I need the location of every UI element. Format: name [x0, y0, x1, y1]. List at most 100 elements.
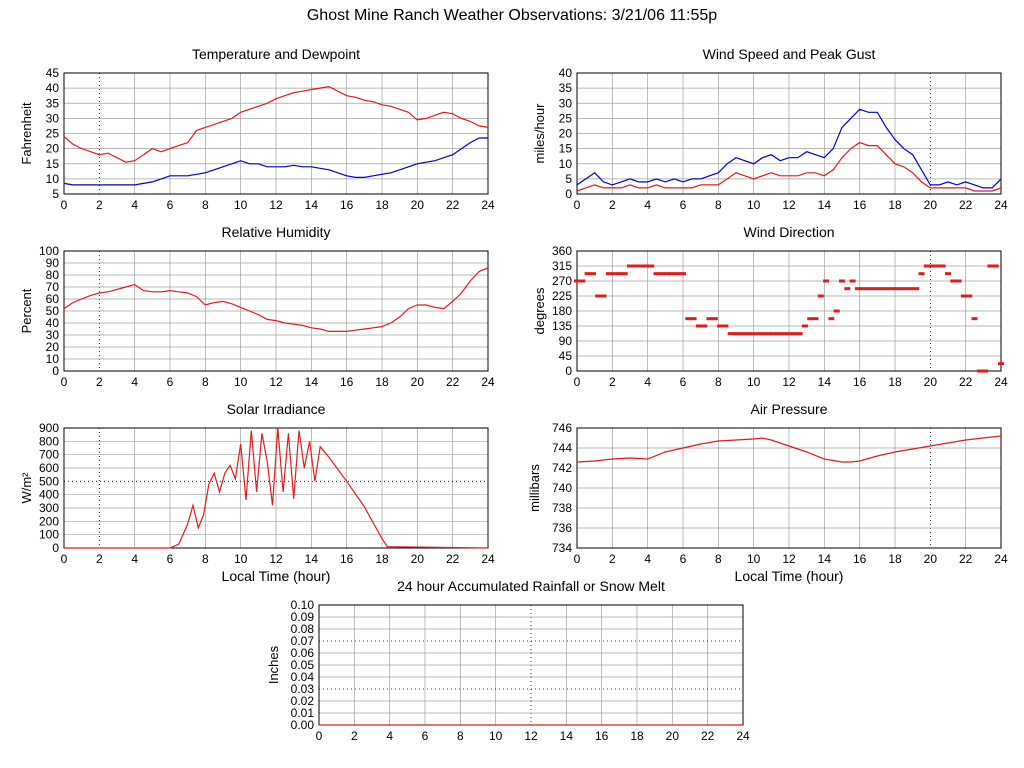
series-line-red — [63, 267, 489, 332]
y-tick-label: 25 — [559, 111, 573, 125]
y-tick-label: 0.04 — [291, 670, 315, 684]
x-tick-label: 8 — [202, 375, 209, 389]
plot-frame — [576, 72, 1002, 195]
x-tick-label: 0 — [574, 552, 581, 566]
y-tick-label: 700 — [39, 448, 59, 462]
chart-rain: 24 hour Accumulated Rainfall or Snow Mel… — [266, 578, 750, 743]
y-tick-label: 0.10 — [291, 598, 315, 612]
x-tick-label: 22 — [959, 552, 973, 566]
x-tick-label: 14 — [305, 375, 319, 389]
y-tick-label: 45 — [559, 349, 573, 363]
chart-title: 24 hour Accumulated Rainfall or Snow Mel… — [397, 578, 665, 594]
y-tick-label: 0.07 — [291, 634, 315, 648]
x-tick-label: 12 — [269, 375, 283, 389]
y-tick-label: 0 — [52, 541, 59, 555]
x-tick-label: 20 — [666, 729, 680, 743]
data-point — [955, 279, 962, 283]
x-tick-label: 22 — [959, 375, 973, 389]
chart-title: Wind Direction — [743, 224, 834, 240]
data-point — [897, 287, 904, 291]
y-tick-label: 180 — [552, 304, 572, 318]
x-tick-label: 10 — [234, 375, 248, 389]
plot-frame — [63, 427, 489, 549]
data-point — [680, 272, 686, 276]
x-tick-label: 4 — [131, 552, 138, 566]
y-tick-label: 80 — [46, 268, 60, 282]
data-point — [775, 332, 782, 336]
y-tick-label: 90 — [46, 256, 60, 270]
data-point — [621, 272, 628, 276]
x-tick-label: 0 — [574, 198, 581, 212]
data-point — [605, 272, 612, 276]
plot-frame — [63, 72, 489, 195]
data-point — [801, 324, 808, 328]
x-tick-label: 20 — [924, 552, 938, 566]
y-tick-label: 400 — [39, 488, 59, 502]
y-tick-label: 200 — [39, 514, 59, 528]
data-point — [865, 287, 872, 291]
x-tick-label: 6 — [680, 375, 687, 389]
x-tick-label: 8 — [715, 375, 722, 389]
y-tick-label: 15 — [559, 142, 573, 156]
series-line-red — [63, 85, 489, 163]
data-point — [632, 264, 639, 268]
y-tick-label: 0.06 — [291, 646, 315, 660]
data-point — [992, 264, 999, 268]
chart-title: Wind Speed and Peak Gust — [703, 46, 876, 62]
y-tick-label: 40 — [46, 81, 60, 95]
data-point — [589, 272, 596, 276]
data-point — [854, 287, 861, 291]
data-point — [934, 264, 941, 268]
grid — [576, 250, 1002, 372]
y-tick-label: 30 — [46, 111, 60, 125]
y-axis-label: miles/hour — [532, 103, 547, 164]
x-tick-label: 12 — [782, 375, 796, 389]
y-tick-label: 20 — [46, 142, 60, 156]
x-tick-label: 24 — [736, 729, 750, 743]
x-tick-label: 4 — [131, 198, 138, 212]
x-tick-label: 10 — [747, 198, 761, 212]
y-tick-label: 35 — [46, 96, 60, 110]
data-point — [653, 272, 660, 276]
y-axis-label: millibars — [527, 464, 542, 512]
y-tick-label: 45 — [46, 66, 60, 80]
y-tick-label: 0.03 — [291, 682, 315, 696]
x-tick-label: 12 — [269, 198, 283, 212]
x-axis-label: Local Time (hour) — [735, 568, 844, 584]
y-tick-label: 40 — [559, 66, 573, 80]
data-point — [860, 287, 867, 291]
x-tick-label: 4 — [386, 729, 393, 743]
data-point — [828, 317, 835, 321]
x-tick-label: 18 — [888, 198, 902, 212]
y-tick-label: 736 — [552, 521, 572, 535]
y-tick-label: 70 — [46, 280, 60, 294]
y-axis-label: degrees — [532, 287, 547, 334]
data-point — [764, 332, 771, 336]
x-tick-label: 6 — [167, 552, 174, 566]
x-tick-label: 18 — [630, 729, 644, 743]
x-tick-label: 4 — [644, 198, 651, 212]
data-point — [733, 332, 739, 336]
x-tick-label: 2 — [96, 375, 103, 389]
data-point — [595, 294, 602, 298]
data-point — [717, 324, 724, 328]
x-tick-label: 22 — [446, 198, 460, 212]
y-tick-label: 20 — [46, 340, 60, 354]
x-tick-label: 16 — [340, 552, 354, 566]
x-tick-label: 4 — [644, 552, 651, 566]
y-tick-label: 744 — [552, 441, 572, 455]
y-tick-label: 5 — [565, 172, 572, 186]
chart-title: Air Pressure — [750, 401, 827, 417]
data-point — [637, 264, 644, 268]
data-point — [918, 272, 925, 276]
data-point — [870, 287, 877, 291]
data-point — [876, 287, 883, 291]
data-point — [748, 332, 755, 336]
data-point — [849, 279, 856, 283]
x-tick-label: 6 — [422, 729, 429, 743]
x-tick-label: 24 — [481, 375, 495, 389]
series-line-blue — [63, 137, 488, 186]
data-point — [929, 264, 936, 268]
